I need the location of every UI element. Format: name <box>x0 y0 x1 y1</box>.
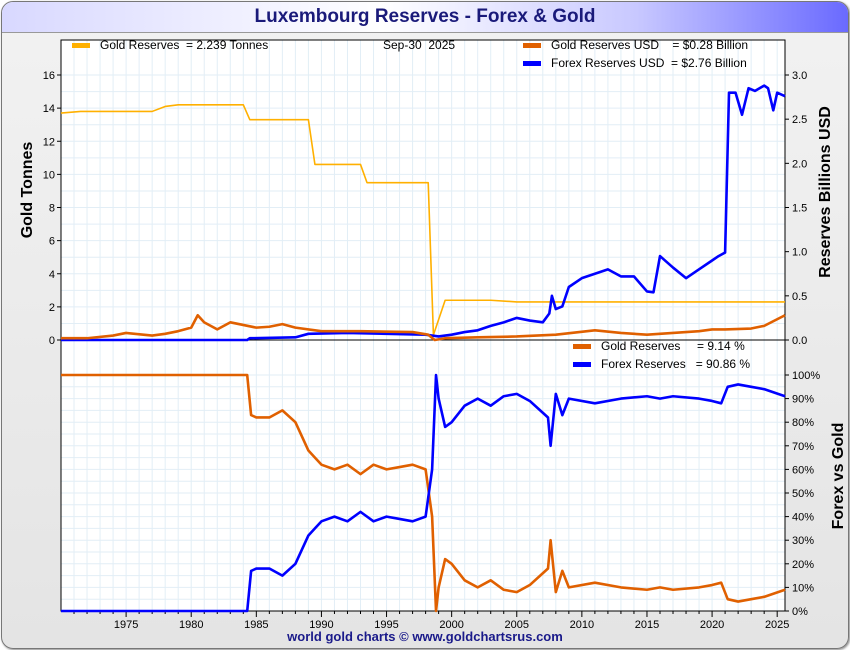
legend-forex-percent: Forex Reserves = 90.86 % <box>601 357 750 371</box>
footer-credit: world gold charts © www.goldchartsrus.co… <box>287 629 563 644</box>
y-tick-label-right: 0.5 <box>792 291 807 303</box>
y-tick-label-right: 2.0 <box>792 158 807 170</box>
y-tick-label-percent: 20% <box>792 559 814 571</box>
y-tick-label-right: 0.0 <box>792 335 807 347</box>
y-tick-label-percent: 90% <box>792 394 814 406</box>
legend-forex-usd-swatch <box>523 61 541 66</box>
y-tick-label-percent: 0% <box>792 606 808 618</box>
legend-forex-percent-swatch <box>573 362 591 367</box>
legend-gold-tonnes-swatch <box>72 43 90 48</box>
series-gold-usd <box>61 313 786 342</box>
y-tick-label-percent: 10% <box>792 582 814 594</box>
y-tick-label-left: 2 <box>49 302 55 314</box>
y-tick-label-percent: 60% <box>792 464 814 476</box>
title-bar: Luxembourg Reserves - Forex & Gold <box>2 2 848 33</box>
x-tick-label: 1975 <box>114 619 138 631</box>
y-tick-label-left: 12 <box>43 136 55 148</box>
y-axis-label-right: Reserves Billions USD <box>817 106 834 278</box>
y-tick-label-left: 6 <box>49 236 55 248</box>
legend-forex-usd: Forex Reserves USD = $2.76 Billion <box>551 56 747 70</box>
y-tick-label-right: 1.5 <box>792 203 807 215</box>
legend-date: Sep-30 2025 <box>383 38 455 52</box>
series-gold-tonnes <box>60 104 785 336</box>
y-tick-label-percent: 70% <box>792 441 814 453</box>
x-tick-label: 1990 <box>309 619 333 631</box>
series-gold-percent <box>61 373 786 613</box>
x-tick-label: 1985 <box>244 619 268 631</box>
legend-gold-usd-swatch <box>523 43 541 48</box>
y-tick-label-percent: 100% <box>792 370 820 382</box>
x-tick-label: 2005 <box>505 619 529 631</box>
y-tick-label-right: 1.0 <box>792 247 807 259</box>
y-tick-label-left: 14 <box>43 103 55 115</box>
x-tick-label: 2015 <box>635 619 659 631</box>
y-tick-label-right: 3.0 <box>792 70 807 82</box>
chart-title: Luxembourg Reserves - Forex & Gold <box>254 6 596 27</box>
y-tick-label-percent: 30% <box>792 535 814 547</box>
series-forex-percent <box>61 373 786 613</box>
legend-gold-percent: Gold Reserves = 9.14 % <box>601 339 745 353</box>
plot-border <box>60 39 786 612</box>
y-tick-label-percent: 40% <box>792 512 814 524</box>
legend-gold-usd: Gold Reserves USD = $0.28 Billion <box>551 38 748 52</box>
legend-gold-tonnes: Gold Reserves = 2.239 Tonnes <box>100 38 268 52</box>
y-tick-label-right: 2.5 <box>792 114 807 126</box>
y-tick-label-left: 10 <box>43 169 55 181</box>
y-tick-label-left: 8 <box>49 203 55 215</box>
x-tick-label: 2025 <box>765 619 789 631</box>
y-tick-label-left: 0 <box>49 335 55 347</box>
x-tick-label: 2010 <box>570 619 594 631</box>
x-tick-label: 1995 <box>374 619 398 631</box>
y-tick-label-percent: 80% <box>792 417 814 429</box>
x-tick-label: 2020 <box>700 619 724 631</box>
plot-area <box>61 40 785 611</box>
y-tick-label-left: 16 <box>43 70 55 82</box>
legend-gold-percent-swatch <box>573 344 591 349</box>
y-tick-label-left: 4 <box>49 269 55 281</box>
y-axis-label-left: Gold Tonnes <box>19 142 36 239</box>
y-tick-label-percent: 50% <box>792 488 814 500</box>
y-axis-label-percent: Forex vs Gold <box>830 423 847 530</box>
x-tick-label: 2000 <box>439 619 463 631</box>
x-tick-label: 1980 <box>179 619 203 631</box>
